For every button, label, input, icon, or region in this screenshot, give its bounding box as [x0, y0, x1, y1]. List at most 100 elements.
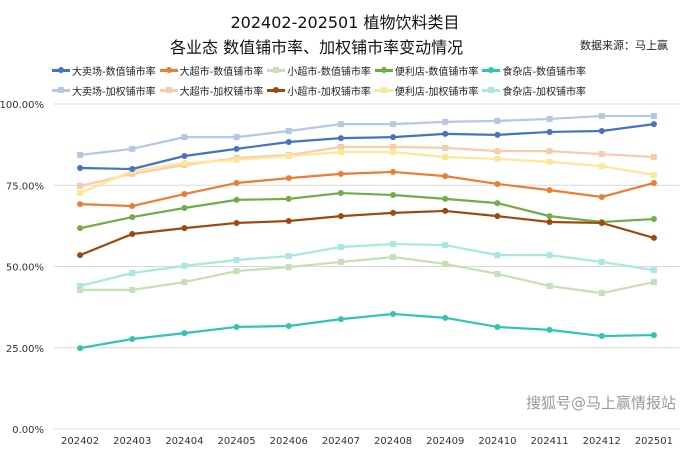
data-point [650, 113, 657, 120]
legend-label: 大卖场-加权铺市率 [72, 87, 156, 98]
data-point [546, 218, 553, 225]
x-tick-label: 202501 [635, 436, 673, 447]
legend-item: 大卖场-加权铺市率 [52, 83, 156, 98]
data-point [650, 121, 657, 128]
data-source: 数据来源：马上赢 [580, 39, 668, 52]
data-point [494, 148, 501, 155]
data-point [546, 213, 553, 220]
data-point [546, 283, 553, 289]
data-point [546, 187, 553, 194]
data-point [650, 267, 657, 274]
legend-item: 小超市-数值铺市率 [267, 63, 371, 78]
data-point [181, 262, 188, 269]
data-point [598, 127, 605, 134]
data-point [494, 200, 501, 207]
series-line [80, 123, 655, 171]
data-point [390, 310, 397, 317]
legend-item: 大超市-数值铺市率 [159, 63, 263, 78]
data-point [337, 121, 344, 128]
legend-label: 大卖场-数值铺市率 [72, 67, 156, 78]
data-point [129, 203, 136, 210]
data-point [285, 175, 292, 182]
legend-swatch [159, 87, 178, 93]
data-point [390, 241, 397, 248]
data-point [77, 165, 84, 172]
data-point [598, 219, 605, 226]
data-point [77, 345, 84, 352]
data-point [442, 153, 449, 160]
series-line [79, 114, 654, 157]
legend-item: 食杂店-数值铺市率 [482, 63, 586, 78]
y-tick-label: 50.00% [6, 263, 44, 274]
data-point [650, 279, 657, 286]
data-point [546, 158, 553, 165]
data-point [650, 216, 657, 223]
data-point [285, 253, 292, 260]
series-4 [77, 310, 657, 352]
data-point [285, 264, 292, 271]
series-line [79, 209, 655, 257]
data-point [390, 121, 397, 128]
data-point [390, 254, 397, 261]
legend-label: 小超市-数值铺市率 [287, 67, 371, 78]
legend-swatch [482, 67, 501, 73]
y-tick-label: 0.00% [12, 425, 44, 436]
legend-swatch [374, 67, 393, 73]
data-point [598, 258, 605, 265]
data-point [77, 283, 84, 289]
y-tick-label: 25.00% [6, 344, 44, 355]
x-tick-label: 202408 [374, 436, 412, 447]
data-point [181, 160, 188, 167]
data-point [233, 196, 240, 203]
watermark: 搜狐号@马上赢情报站 [525, 394, 676, 412]
legend-item: 大超市-加权铺市率 [159, 83, 263, 98]
data-point [442, 195, 449, 202]
data-point [546, 252, 553, 259]
data-point [129, 166, 136, 172]
data-point [233, 257, 240, 263]
legend-label: 小超市-加权铺市率 [287, 87, 371, 98]
data-point [337, 143, 344, 150]
data-point [233, 323, 240, 330]
data-point [129, 145, 136, 152]
series-line [79, 151, 655, 195]
legend-swatch [482, 87, 501, 93]
series-line [80, 255, 655, 295]
data-point [77, 225, 84, 232]
legend-label: 便利店-加权铺市率 [394, 87, 479, 98]
series-8 [77, 149, 657, 197]
data-point [181, 330, 188, 337]
data-point [442, 242, 449, 249]
series-2 [77, 254, 657, 297]
y-tick-label: 75.00% [6, 181, 44, 192]
legend-item: 小超市-加权铺市率 [267, 83, 371, 98]
legend-label: 便利店-数值铺市率 [394, 67, 479, 78]
data-point [233, 145, 240, 152]
series-0 [77, 121, 657, 172]
data-point [233, 268, 240, 275]
data-point [442, 260, 449, 267]
data-point [337, 213, 344, 220]
x-tick-label: 202402 [61, 436, 99, 447]
chart-subtitle: 各业态 数值铺市率、加权铺市率变动情况 [170, 38, 464, 57]
data-point [494, 155, 501, 162]
data-point [337, 190, 344, 197]
x-tick-label: 202412 [583, 436, 621, 447]
data-point [442, 130, 449, 137]
data-point [546, 148, 553, 155]
data-point [494, 323, 501, 330]
data-point [129, 286, 136, 293]
x-tick-label: 202411 [530, 436, 568, 447]
data-point [494, 180, 501, 187]
legend: 大卖场-数值铺市率 大超市-数值铺市率 小超市-数值铺市率 便利店-数值铺市率 食杂店-… [52, 63, 586, 98]
legend-item: 食杂店-加权铺市率 [482, 83, 586, 98]
legend-swatch [374, 87, 393, 93]
data-point [598, 333, 605, 340]
data-point [77, 190, 84, 197]
data-point [337, 258, 344, 265]
data-point [494, 117, 501, 124]
data-point [598, 290, 605, 297]
data-point [546, 115, 553, 122]
legend-label: 食杂店-加权铺市率 [502, 87, 587, 98]
